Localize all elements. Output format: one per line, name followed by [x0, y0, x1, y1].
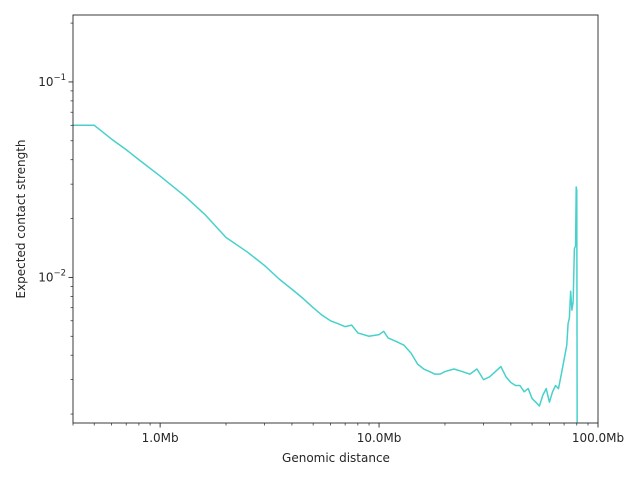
x-tick-label: 100.0Mb [572, 431, 624, 445]
x-axis-label: Genomic distance [282, 451, 390, 465]
x-tick-label: 1.0Mb [142, 431, 179, 445]
plot-frame [72, 14, 599, 424]
y-tick-label: 10−1 [38, 73, 66, 89]
series-line-0 [73, 124, 578, 423]
x-tick-label: 10.0Mb [357, 431, 402, 445]
y-tick-label: 10−2 [38, 268, 66, 284]
y-axis-label: Expected contact strength [14, 139, 28, 298]
